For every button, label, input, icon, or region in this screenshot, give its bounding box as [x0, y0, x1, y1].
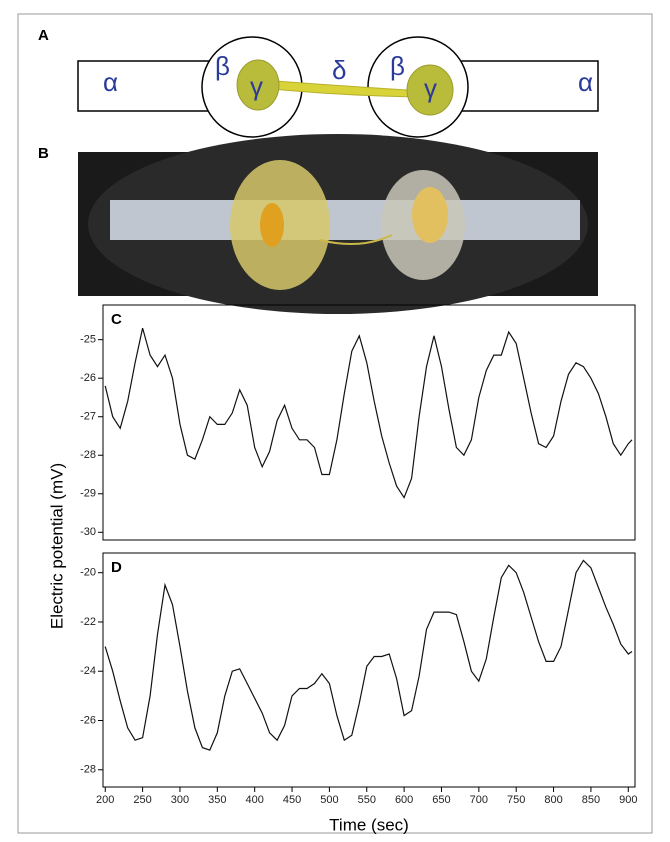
x-tick-label: 300 — [171, 794, 189, 806]
y-axis-label: Electric potential (mV) — [47, 463, 66, 629]
x-tick-label: 250 — [133, 794, 151, 806]
frame — [17, 13, 653, 834]
right-block — [451, 60, 599, 112]
y-tick-label: -26 — [80, 372, 96, 384]
x-tick-label: 750 — [507, 794, 525, 806]
label: β — [215, 51, 230, 81]
panel-label: A — [38, 27, 49, 44]
x-tick-label: 650 — [432, 794, 450, 806]
left-core — [236, 59, 280, 111]
food — [260, 203, 284, 247]
x-tick-label: 850 — [582, 794, 600, 806]
label: γ — [250, 71, 263, 101]
x-tick-label: 450 — [283, 794, 301, 806]
x-tick-label: 400 — [246, 794, 264, 806]
y-tick-label: -22 — [80, 616, 96, 628]
plot-area — [102, 552, 636, 788]
x-tick-label: 350 — [208, 794, 226, 806]
label: β — [390, 51, 405, 81]
strip — [110, 200, 580, 240]
tube — [319, 234, 393, 245]
x-tick-label: 200 — [96, 794, 114, 806]
y-tick-label: -28 — [80, 764, 96, 776]
right-core — [406, 64, 454, 116]
trace — [104, 559, 633, 751]
x-tick-label: 500 — [320, 794, 338, 806]
y-tick-label: -24 — [80, 665, 96, 677]
diagram: α β γ δ β γ α — [77, 36, 599, 138]
y-tick-label: -25 — [80, 334, 96, 346]
label: α — [103, 67, 118, 97]
panel-label: B — [38, 145, 49, 162]
y-tick-label: -27 — [80, 411, 96, 423]
plot-area — [102, 304, 636, 541]
y-tick-label: -26 — [80, 714, 96, 726]
trace — [104, 327, 633, 499]
x-tick-label: 700 — [470, 794, 488, 806]
food — [412, 187, 448, 243]
x-tick-label: 800 — [544, 794, 562, 806]
y-tick-label: -29 — [80, 488, 96, 500]
y-tick-label: -28 — [80, 449, 96, 461]
x-tick-label: 900 — [619, 794, 637, 806]
x-tick-label: 600 — [395, 794, 413, 806]
label: δ — [332, 55, 346, 85]
y-tick-label: -20 — [80, 567, 96, 579]
x-tick-label: 550 — [358, 794, 376, 806]
left-block — [77, 60, 219, 112]
photo — [78, 134, 598, 314]
label: γ — [424, 73, 437, 103]
panel-label: C — [111, 311, 122, 328]
panel-label: D — [111, 559, 122, 576]
y-tick-label: -30 — [80, 526, 96, 538]
label: α — [578, 67, 593, 97]
x-axis-label: Time (sec) — [329, 815, 409, 834]
